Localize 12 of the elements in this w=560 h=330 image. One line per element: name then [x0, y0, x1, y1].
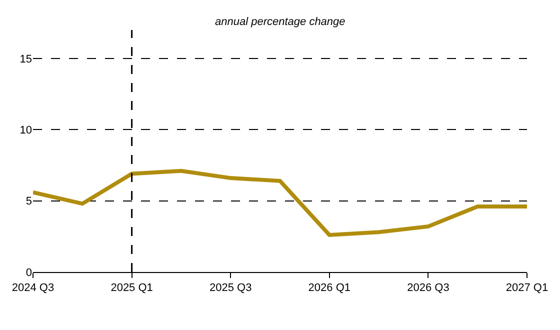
- line-series: [33, 168, 527, 237]
- y-tick-label: 0: [26, 266, 32, 279]
- x-tick-label: 2027 Q1: [506, 282, 548, 294]
- y-tick-label: 15: [20, 53, 32, 66]
- x-tick-label: 2025 Q1: [110, 282, 153, 294]
- x-tick-label: 2026 Q3: [407, 282, 450, 294]
- x-tick-label: 2025 Q3: [210, 282, 252, 294]
- y-tick-label: 5: [26, 196, 32, 208]
- x-tick-label: 2026 Q1: [308, 282, 350, 294]
- y-tick-label: 10: [20, 124, 32, 136]
- x-tick-label: 2024 Q3: [12, 282, 54, 294]
- y-axis-title: annual percentage change: [215, 16, 346, 28]
